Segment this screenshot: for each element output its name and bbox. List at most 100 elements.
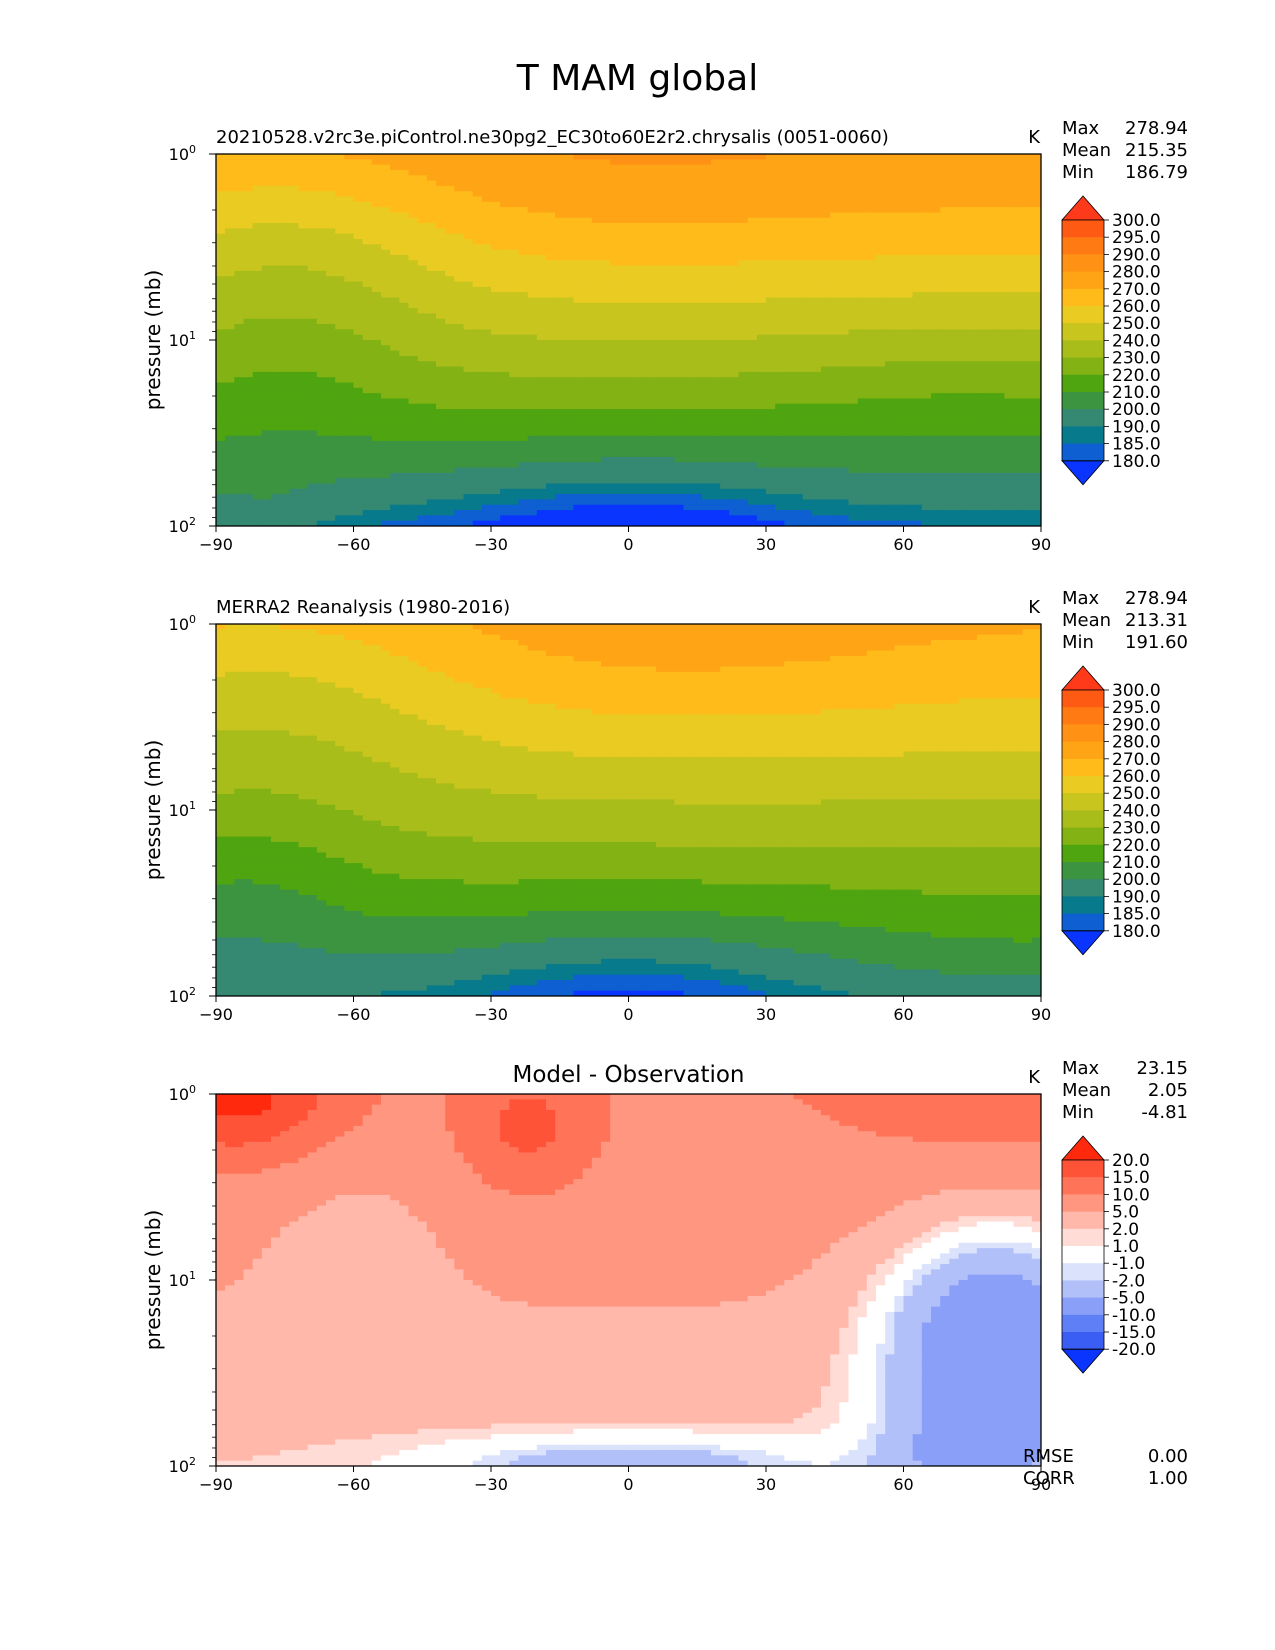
contour-cell xyxy=(243,207,254,214)
contour-cell xyxy=(216,398,226,405)
contour-cell xyxy=(949,361,960,368)
contour-cell xyxy=(876,154,886,160)
contour-cell xyxy=(949,180,960,187)
contour-cell xyxy=(1031,334,1041,341)
contour-cell xyxy=(298,265,309,272)
contour-cell xyxy=(1004,154,1015,160)
contour-cell xyxy=(784,414,795,421)
contour-cell xyxy=(463,398,474,405)
contour-cell xyxy=(830,340,840,346)
contour-cell xyxy=(628,223,639,229)
contour-cell xyxy=(894,355,905,362)
contour-cell xyxy=(967,228,978,235)
contour-cell xyxy=(463,207,474,214)
contour-cell xyxy=(564,233,575,240)
contour-cell xyxy=(454,154,465,160)
contour-cell xyxy=(546,414,556,421)
contour-cell xyxy=(243,398,254,405)
contour-cell xyxy=(610,425,620,431)
contour-cell xyxy=(216,334,226,341)
contour-cell xyxy=(518,276,529,283)
contour-cell xyxy=(426,223,437,229)
contour-cell xyxy=(509,387,520,394)
contour-cell xyxy=(353,223,364,229)
contour-cell xyxy=(830,254,840,261)
contour-cell xyxy=(225,276,235,283)
contour-cell xyxy=(1022,233,1033,240)
contour-cell xyxy=(234,159,245,166)
contour-cell xyxy=(738,334,749,341)
contour-cell xyxy=(619,201,630,208)
contour-cell xyxy=(903,260,914,267)
contour-cell xyxy=(381,430,391,437)
contour-cell xyxy=(399,254,410,261)
contour-cell xyxy=(518,217,529,224)
contour-cell xyxy=(481,366,492,373)
contour-cell xyxy=(316,318,327,325)
contour-cell xyxy=(371,212,382,219)
contour-cell xyxy=(472,185,483,192)
contour-cell xyxy=(637,324,648,330)
contour-cell xyxy=(573,425,584,431)
contour-cell xyxy=(243,419,254,426)
contour-cell xyxy=(1031,425,1041,431)
contour-cell xyxy=(912,340,923,346)
contour-cell xyxy=(738,371,749,378)
contour-cell xyxy=(738,169,749,176)
contour-cell xyxy=(692,169,703,176)
contour-cell xyxy=(564,340,575,346)
contour-cell xyxy=(353,297,364,304)
contour-cell xyxy=(454,302,465,309)
contour-cell xyxy=(692,318,703,325)
contour-cell xyxy=(683,260,694,267)
contour-cell xyxy=(610,414,620,421)
contour-cell xyxy=(417,297,428,304)
contour-cell xyxy=(591,435,602,442)
contour-cell xyxy=(546,302,556,309)
contour-cell xyxy=(876,302,886,309)
contour-cell xyxy=(857,361,868,368)
contour-cell xyxy=(958,329,969,336)
contour-cell xyxy=(390,377,400,384)
contour-cell xyxy=(491,302,501,309)
contour-cell xyxy=(353,403,364,410)
contour-cell xyxy=(646,403,657,410)
contour-cell xyxy=(619,419,630,426)
contour-cell xyxy=(738,244,749,251)
contour-cell xyxy=(674,302,685,309)
contour-cell xyxy=(839,393,850,400)
contour-cell xyxy=(756,361,767,368)
contour-cell xyxy=(637,366,648,373)
contour-cell xyxy=(912,281,923,288)
contour-cell xyxy=(866,164,877,171)
contour-cell xyxy=(390,233,400,240)
contour-cell xyxy=(967,382,978,389)
contour-cell xyxy=(637,334,648,341)
contour-cell xyxy=(353,313,364,320)
contour-cell xyxy=(445,371,455,378)
contour-cell xyxy=(298,281,309,288)
contour-cell xyxy=(344,414,355,421)
contour-cell xyxy=(683,228,694,235)
contour-cell xyxy=(619,223,630,229)
contour-cell xyxy=(298,308,309,315)
contour-cell xyxy=(628,249,639,256)
contour-cell xyxy=(445,393,455,400)
contour-cell xyxy=(646,196,657,203)
contour-cell xyxy=(692,254,703,261)
contour-cell xyxy=(500,239,510,245)
contour-cell xyxy=(289,382,300,389)
contour-cell xyxy=(335,435,345,442)
contour-cell xyxy=(876,286,886,293)
contour-cell xyxy=(243,249,254,256)
contour-cell xyxy=(912,393,923,400)
contour-cell xyxy=(729,180,740,187)
contour-cell xyxy=(711,154,721,160)
contour-cell xyxy=(518,425,529,431)
contour-cell xyxy=(536,154,547,160)
contour-cell xyxy=(912,409,923,415)
contour-cell xyxy=(426,340,437,346)
contour-cell xyxy=(307,212,318,219)
contour-cell xyxy=(353,276,364,283)
contour-cell xyxy=(1004,175,1015,182)
